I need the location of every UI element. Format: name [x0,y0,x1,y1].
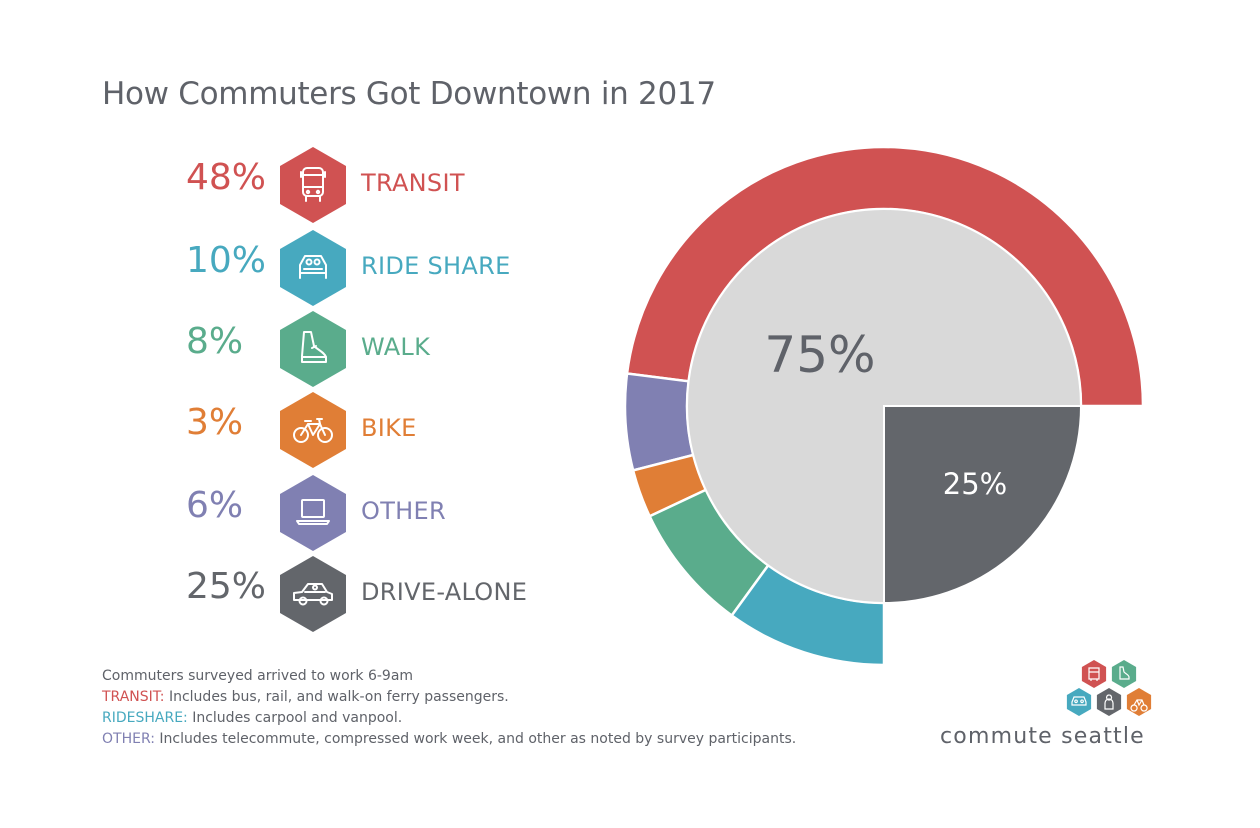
legend-label: WALK [361,333,431,361]
legend-pct: 48% [186,157,267,198]
legend-label: DRIVE-ALONE [361,578,528,606]
bicycle-icon [1130,699,1148,712]
footnote-key: OTHER: [102,731,155,747]
legend-row-drive-alone: 25% DRIVE-ALONE [0,555,620,633]
legend-pct: 6% [186,485,244,526]
carpool-icon [1071,696,1087,706]
pie-slice-drive-alone [883,405,1083,605]
legend-row-ride-share: 10% RIDE SHARE [0,229,620,307]
logo-hex-bicycle-icon [1126,688,1152,716]
legend-row-bike: 3% BIKE [0,391,620,469]
logo-hex-carpool-icon [1066,688,1092,716]
car-icon [280,556,346,632]
footnote-other: OTHER: Includes telecommute, compressed … [102,729,796,750]
brand-logo: commute seattle [938,656,1158,752]
logo-hex-shoe-icon [1111,660,1137,688]
shoe-icon [1119,666,1130,680]
pie-label-large: 75% [764,326,875,384]
footnote-key: TRANSIT: [102,689,165,705]
laptop-icon [280,475,346,551]
pie-label-small: 25% [943,467,1007,501]
brand-name: commute seattle [940,724,1145,749]
legend-pct: 8% [186,321,244,362]
bicycle-icon [280,392,346,468]
outer-ring [623,145,1145,667]
logo-hex-cluster [1066,660,1152,716]
legend-pct: 25% [186,566,267,607]
bus-icon [280,147,346,223]
logo-hex-person-icon [1096,688,1122,716]
footnotes: Commuters surveyed arrived to work 6-9am… [102,666,796,750]
footnote-rideshare: RIDESHARE: Includes carpool and vanpool. [102,708,796,729]
footnote-key: RIDESHARE: [102,710,188,726]
legend-label: TRANSIT [361,169,465,197]
legend-row-walk: 8% WALK [0,310,620,388]
legend-label: BIKE [361,414,417,442]
carpool-icon [280,230,346,306]
ring-segment-other [623,372,695,472]
legend-pct: 10% [186,240,267,281]
shoe-icon [280,311,346,387]
legend-row-transit: 48% TRANSIT [0,146,620,224]
pie-slice-grey [686,208,1083,605]
legend-label: OTHER [361,497,446,525]
logo-hex-bus-icon [1081,660,1107,688]
person-icon [1104,694,1114,710]
legend-row-other: 6% OTHER [0,474,620,552]
footnote-text: Includes carpool and vanpool. [187,710,403,726]
footnote-text: Includes telecommute, compressed work we… [154,731,797,747]
legend-pct: 3% [186,402,244,443]
footnote-survey: Commuters surveyed arrived to work 6-9am [102,668,414,684]
footnote-text: Includes bus, rail, and walk-on ferry pa… [164,689,509,705]
legend-label: RIDE SHARE [361,252,511,280]
footnote-transit: TRANSIT: Includes bus, rail, and walk-on… [102,687,796,708]
page-title: How Commuters Got Downtown in 2017 [102,76,716,112]
bus-icon [1088,667,1100,681]
